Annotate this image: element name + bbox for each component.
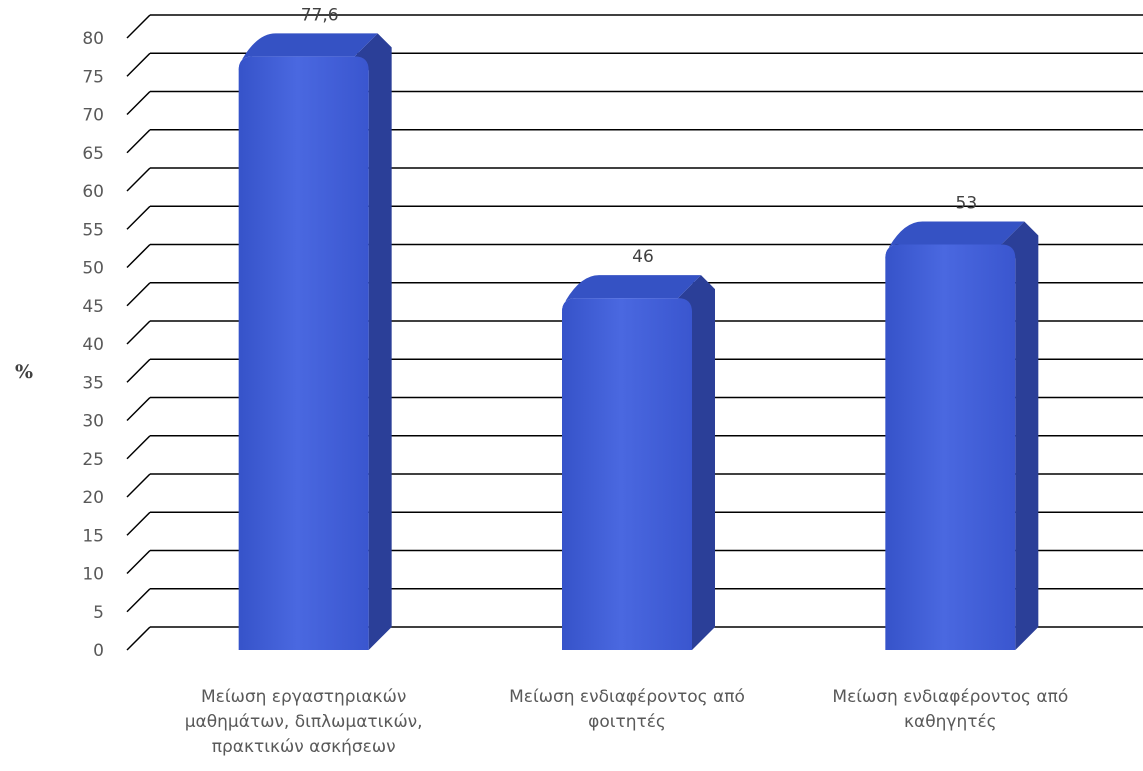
y-tick-label: 0 bbox=[93, 641, 104, 661]
y-axis-ticks: 0 5 10 15 20 25 30 35 40 45 50 55 60 65 70 75 80 bbox=[82, 29, 104, 661]
data-label: 53 bbox=[956, 194, 978, 214]
data-label: 46 bbox=[632, 247, 654, 267]
y-tick-label: 55 bbox=[82, 220, 104, 240]
y-tick-label: 10 bbox=[82, 565, 104, 585]
y-tick-label: 60 bbox=[82, 182, 104, 202]
bar-top bbox=[885, 221, 1025, 259]
y-tick-label: 75 bbox=[82, 67, 104, 87]
y-tick-label: 15 bbox=[82, 526, 104, 546]
bar-top bbox=[562, 275, 701, 313]
bar-front bbox=[885, 244, 1016, 651]
bars bbox=[238, 33, 1039, 651]
bar-side bbox=[354, 33, 392, 651]
y-tick-label: 20 bbox=[82, 488, 104, 508]
y-tick-label: 70 bbox=[82, 106, 104, 126]
bar-side bbox=[1001, 221, 1039, 651]
bar bbox=[238, 33, 392, 651]
y-tick-label: 5 bbox=[93, 603, 104, 623]
bar-side bbox=[678, 275, 715, 650]
x-category-label: Μείωση εργαστηριακών μαθημάτων, διπλωματ… bbox=[184, 687, 423, 757]
y-axis-label: % bbox=[15, 361, 33, 383]
x-category-label: Μείωση ενδιαφέροντος από φοιτητές bbox=[509, 687, 745, 732]
bar bbox=[885, 221, 1039, 651]
bar-top bbox=[238, 33, 378, 71]
data-labels: 77,6 46 53 bbox=[301, 5, 977, 267]
y-tick-label: 40 bbox=[82, 335, 104, 355]
data-label: 77,6 bbox=[301, 5, 339, 25]
gridline bbox=[126, 14, 1143, 39]
bar-front bbox=[238, 56, 369, 651]
x-category-label: Μείωση ενδιαφέροντος από καθηγητές bbox=[832, 687, 1069, 732]
bar-front bbox=[562, 298, 692, 650]
y-tick-label: 35 bbox=[82, 373, 104, 393]
bar bbox=[562, 275, 715, 650]
y-tick-label: 30 bbox=[82, 412, 104, 432]
y-tick-label: 80 bbox=[82, 29, 104, 49]
y-tick-label: 45 bbox=[82, 297, 104, 317]
y-tick-label: 50 bbox=[82, 259, 104, 279]
y-tick-label: 25 bbox=[82, 450, 104, 470]
y-tick-label: 65 bbox=[82, 144, 104, 164]
